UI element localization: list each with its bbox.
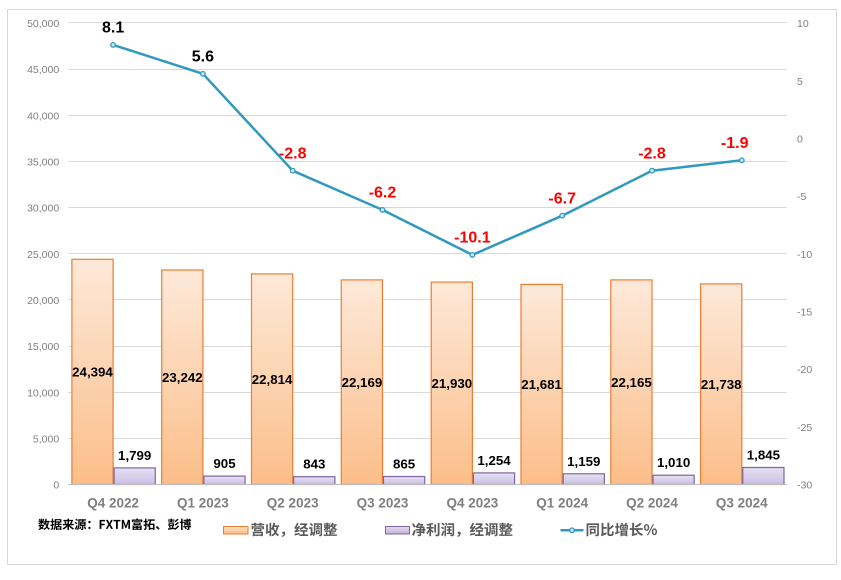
svg-text:1,845: 1,845 [747, 448, 781, 463]
svg-text:25,000: 25,000 [27, 249, 59, 261]
svg-text:1,254: 1,254 [477, 453, 511, 468]
svg-text:40,000: 40,000 [27, 110, 59, 122]
svg-text:10,000: 10,000 [27, 387, 59, 399]
svg-text:865: 865 [393, 457, 416, 472]
svg-text:5.6: 5.6 [192, 49, 214, 66]
svg-text:Q4 2022: Q4 2022 [87, 496, 139, 511]
svg-text:20,000: 20,000 [27, 295, 59, 307]
svg-text:Q1 2024: Q1 2024 [536, 496, 588, 511]
svg-text:-20: -20 [797, 364, 812, 376]
svg-text:-15: -15 [797, 307, 812, 319]
svg-text:Q3 2023: Q3 2023 [357, 496, 409, 511]
svg-text:21,738: 21,738 [701, 377, 742, 392]
svg-text:-2.8: -2.8 [638, 146, 666, 163]
svg-text:Q3 2024: Q3 2024 [716, 496, 768, 511]
svg-text:-6.2: -6.2 [369, 185, 397, 202]
svg-text:8.1: 8.1 [102, 20, 124, 37]
svg-text:0: 0 [53, 480, 59, 492]
svg-text:-25: -25 [797, 422, 812, 434]
svg-text:22,165: 22,165 [611, 375, 652, 390]
svg-text:35,000: 35,000 [27, 157, 59, 169]
svg-text:-10.1: -10.1 [454, 230, 491, 247]
svg-text:21,930: 21,930 [431, 376, 472, 391]
svg-text:-1.9: -1.9 [721, 135, 749, 152]
svg-text:-30: -30 [797, 480, 812, 492]
svg-text:50,000: 50,000 [27, 18, 59, 30]
svg-text:15,000: 15,000 [27, 341, 59, 353]
svg-text:5: 5 [797, 76, 803, 88]
svg-text:22,169: 22,169 [342, 375, 383, 390]
svg-text:843: 843 [303, 457, 325, 472]
svg-text:1,799: 1,799 [118, 448, 151, 463]
svg-text:45,000: 45,000 [27, 64, 59, 76]
svg-text:905: 905 [213, 456, 236, 471]
svg-text:Q2 2023: Q2 2023 [267, 496, 319, 511]
svg-text:Q2 2024: Q2 2024 [626, 496, 678, 511]
svg-text:21,681: 21,681 [521, 377, 562, 392]
svg-text:Q4 2023: Q4 2023 [447, 496, 499, 511]
svg-text:-5: -5 [797, 191, 806, 203]
svg-text:23,242: 23,242 [162, 370, 203, 385]
svg-text:1,010: 1,010 [657, 455, 690, 470]
svg-text:10: 10 [797, 18, 809, 30]
svg-text:0: 0 [797, 134, 803, 146]
svg-text:22,814: 22,814 [252, 372, 293, 387]
svg-text:-6.7: -6.7 [548, 191, 576, 208]
svg-text:5,000: 5,000 [33, 434, 59, 446]
svg-text:1,159: 1,159 [567, 454, 600, 469]
svg-text:-10: -10 [797, 249, 812, 261]
svg-text:Q1 2023: Q1 2023 [177, 496, 229, 511]
svg-text:24,394: 24,394 [72, 365, 113, 380]
svg-text:30,000: 30,000 [27, 203, 59, 215]
svg-text:-2.8: -2.8 [279, 146, 307, 163]
